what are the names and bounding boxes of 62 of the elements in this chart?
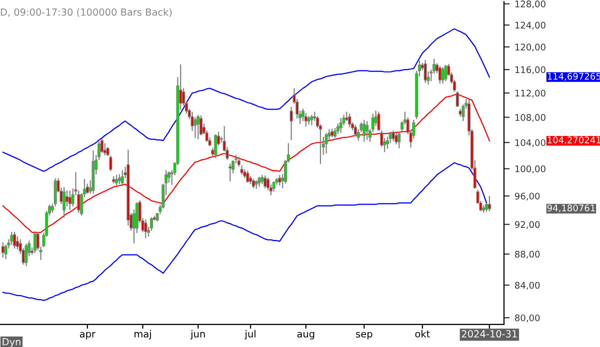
y-tick-label: 124,00 bbox=[515, 22, 546, 30]
y-tick-label: 108,00 bbox=[515, 114, 546, 122]
candlestick bbox=[290, 106, 293, 140]
line-series bbox=[2, 94, 490, 233]
candlestick bbox=[13, 232, 16, 249]
candlestick bbox=[324, 133, 328, 154]
y-tick-label: 104,00 bbox=[515, 139, 546, 147]
y-tick-label: 112,00 bbox=[515, 90, 546, 98]
candlestick bbox=[24, 244, 28, 266]
y-tick-label: 88,00 bbox=[515, 250, 540, 259]
candlestick bbox=[438, 66, 442, 84]
candlestick bbox=[246, 170, 250, 183]
candlestick bbox=[68, 190, 72, 210]
y-tick-label: 116,00 bbox=[515, 66, 546, 74]
candlestick bbox=[200, 116, 203, 136]
line-series bbox=[2, 28, 490, 172]
candlestick bbox=[214, 134, 218, 158]
text: D, 09:00-17:30 (100000 Bars Back) bbox=[0, 8, 172, 17]
candlestick bbox=[228, 163, 232, 182]
candlestick bbox=[144, 219, 148, 238]
y-tick-label: 120,00 bbox=[515, 44, 546, 52]
y-tick-label: 84,00 bbox=[515, 282, 540, 290]
candlestick bbox=[1, 242, 4, 258]
candlestick bbox=[339, 118, 342, 133]
candlestick bbox=[65, 190, 69, 206]
candlestick bbox=[120, 170, 124, 186]
candlestick bbox=[348, 114, 352, 128]
text: Dyn bbox=[2, 338, 20, 347]
candlestick bbox=[394, 133, 398, 144]
candlestick bbox=[310, 114, 314, 126]
x-tick-label: jul bbox=[244, 330, 256, 340]
candlestick bbox=[398, 132, 401, 148]
candlestick bbox=[392, 130, 395, 142]
candlestick bbox=[115, 174, 118, 186]
text: 94,180761 bbox=[547, 204, 595, 212]
candlestick bbox=[366, 121, 369, 140]
y-tick-label: 96,00 bbox=[514, 192, 540, 200]
candlestick bbox=[278, 174, 282, 186]
y-tick-label: 100,00 bbox=[515, 165, 546, 174]
y-tick-label: 128,00 bbox=[515, 0, 546, 8]
candlestick bbox=[354, 124, 357, 137]
candlestick bbox=[456, 91, 459, 107]
candlestick bbox=[54, 178, 57, 206]
x-tick-label: 2024-10-31 bbox=[462, 330, 517, 338]
y-tick-label: 92,00 bbox=[514, 221, 540, 229]
candlestick bbox=[196, 114, 200, 140]
y-tick-label: 80,00 bbox=[515, 314, 540, 322]
x-tick-label: apr bbox=[80, 332, 96, 340]
candlestick bbox=[33, 231, 36, 254]
candlestick bbox=[424, 60, 427, 83]
x-tick-label: sep bbox=[356, 332, 372, 340]
candlestick bbox=[62, 187, 66, 218]
x-tick-label: okt bbox=[415, 330, 430, 338]
x-tick-label: aug bbox=[297, 332, 314, 340]
candlestick bbox=[488, 196, 491, 212]
x-tick-label: jun bbox=[190, 330, 205, 340]
candlestick bbox=[264, 176, 267, 188]
line-series bbox=[2, 162, 488, 301]
candlestick bbox=[10, 232, 14, 245]
candlestick bbox=[362, 120, 366, 142]
candlestick bbox=[444, 64, 448, 82]
x-tick-label: maj bbox=[134, 330, 151, 340]
